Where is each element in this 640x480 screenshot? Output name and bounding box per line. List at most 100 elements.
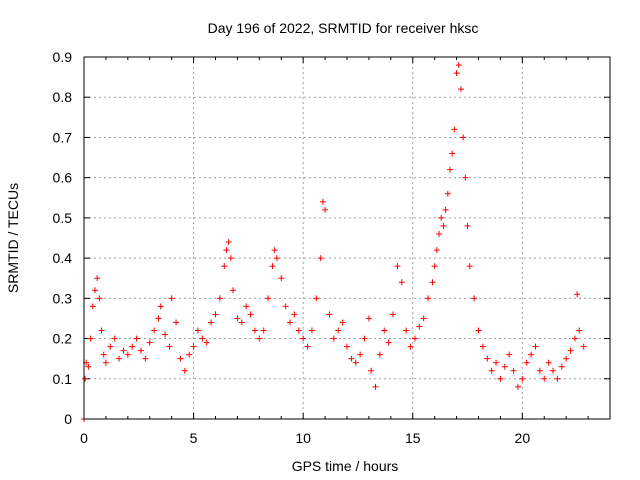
data-point bbox=[194, 327, 201, 334]
data-point bbox=[411, 335, 418, 342]
data-point bbox=[451, 126, 458, 133]
data-point bbox=[190, 343, 197, 350]
data-point bbox=[425, 295, 432, 302]
data-point bbox=[177, 355, 184, 362]
data-point bbox=[385, 339, 392, 346]
data-point bbox=[166, 343, 173, 350]
data-point bbox=[216, 295, 223, 302]
data-point bbox=[120, 347, 127, 354]
data-point bbox=[536, 367, 543, 374]
data-point bbox=[291, 311, 298, 318]
data-point bbox=[429, 279, 436, 286]
data-point bbox=[403, 327, 410, 334]
data-point bbox=[278, 275, 285, 282]
x-tick-label: 15 bbox=[405, 430, 421, 446]
data-points bbox=[81, 62, 587, 422]
data-point bbox=[574, 291, 581, 298]
data-point bbox=[300, 335, 307, 342]
data-point bbox=[339, 319, 346, 326]
data-point bbox=[365, 315, 372, 322]
data-point bbox=[372, 383, 379, 390]
data-point bbox=[238, 319, 245, 326]
data-point bbox=[129, 343, 136, 350]
data-point bbox=[295, 327, 302, 334]
data-point bbox=[282, 303, 289, 310]
data-point bbox=[420, 315, 427, 322]
data-point bbox=[133, 335, 140, 342]
data-point bbox=[528, 351, 535, 358]
data-point bbox=[541, 375, 548, 382]
data-point bbox=[137, 347, 144, 354]
data-point bbox=[394, 263, 401, 270]
data-point bbox=[466, 263, 473, 270]
data-point bbox=[580, 343, 587, 350]
data-point bbox=[563, 355, 570, 362]
data-point bbox=[407, 343, 414, 350]
y-tick-label: 0.9 bbox=[53, 49, 73, 65]
data-point bbox=[532, 343, 539, 350]
y-tick-label: 0.2 bbox=[53, 331, 73, 347]
data-point bbox=[102, 359, 109, 366]
data-point bbox=[157, 303, 164, 310]
data-point bbox=[256, 335, 263, 342]
data-point bbox=[260, 327, 267, 334]
y-tick-label: 0.4 bbox=[53, 250, 73, 266]
y-tick-label: 0.3 bbox=[53, 290, 73, 306]
data-point bbox=[227, 255, 234, 262]
data-point bbox=[348, 355, 355, 362]
data-point bbox=[96, 295, 103, 302]
data-point bbox=[447, 166, 454, 173]
data-point bbox=[221, 263, 228, 270]
data-point bbox=[251, 327, 258, 334]
data-point bbox=[168, 295, 175, 302]
data-point bbox=[438, 214, 445, 221]
data-point bbox=[455, 62, 462, 69]
data-point bbox=[571, 335, 578, 342]
data-point bbox=[203, 339, 210, 346]
x-tick-label: 0 bbox=[80, 430, 88, 446]
data-point bbox=[234, 315, 241, 322]
x-tick-label: 10 bbox=[295, 430, 311, 446]
data-point bbox=[155, 315, 162, 322]
data-point bbox=[273, 255, 280, 262]
y-tick-label: 0.1 bbox=[53, 371, 73, 387]
y-tick-label: 0.7 bbox=[53, 129, 73, 145]
data-point bbox=[453, 70, 460, 77]
data-point bbox=[442, 206, 449, 213]
data-point bbox=[506, 351, 513, 358]
data-point bbox=[519, 375, 526, 382]
data-point bbox=[89, 303, 96, 310]
data-point bbox=[464, 222, 471, 229]
plot-frame bbox=[83, 56, 611, 420]
data-point bbox=[287, 319, 294, 326]
data-point bbox=[98, 327, 105, 334]
data-point bbox=[317, 255, 324, 262]
data-point bbox=[87, 335, 94, 342]
data-point bbox=[462, 174, 469, 181]
data-point bbox=[554, 375, 561, 382]
data-point bbox=[247, 311, 254, 318]
data-point bbox=[390, 311, 397, 318]
data-point bbox=[368, 367, 375, 374]
data-point bbox=[100, 351, 107, 358]
data-point bbox=[304, 343, 311, 350]
y-tick-label: 0.6 bbox=[53, 170, 73, 186]
data-point bbox=[376, 351, 383, 358]
data-point bbox=[449, 150, 456, 157]
data-point bbox=[431, 263, 438, 270]
data-point bbox=[85, 363, 92, 370]
data-point bbox=[146, 339, 153, 346]
data-point bbox=[484, 355, 491, 362]
data-point bbox=[330, 335, 337, 342]
data-point bbox=[322, 206, 329, 213]
data-point bbox=[433, 247, 440, 254]
data-point bbox=[335, 327, 342, 334]
data-point bbox=[510, 367, 517, 374]
data-point bbox=[501, 363, 508, 370]
data-point bbox=[471, 295, 478, 302]
data-point bbox=[94, 275, 101, 282]
data-point bbox=[91, 287, 98, 294]
data-point bbox=[313, 295, 320, 302]
data-point bbox=[381, 327, 388, 334]
